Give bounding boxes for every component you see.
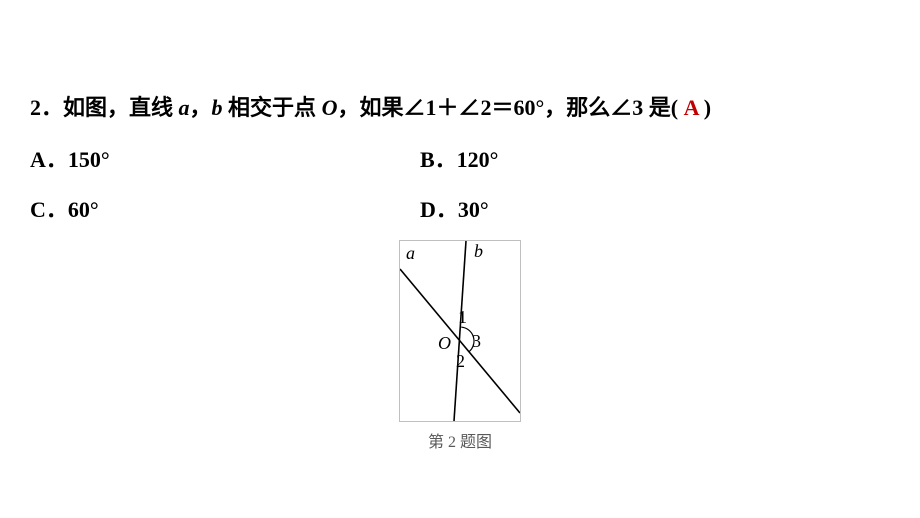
figure-label-1: 1 — [458, 307, 467, 328]
figure-label-b: b — [474, 241, 483, 262]
figure-wrapper: a b 1 2 3 O 第 2 题图 — [395, 240, 525, 452]
var-b: b — [212, 95, 223, 120]
stem-comma: ， — [190, 95, 212, 120]
stem-close-paren: ) — [704, 95, 711, 120]
stem-text-1: 如图，直线 — [63, 95, 179, 120]
question-stem: 2．如图，直线 a，b 相交于点 O，如果∠1＋∠2＝60°，那么∠3 是( A… — [30, 90, 711, 122]
figure-caption: 第 2 题图 — [395, 428, 525, 452]
stem-text-3: ，如果∠1＋∠2＝60°，那么∠3 是( — [337, 95, 678, 120]
point-O: O — [322, 95, 338, 120]
figure-svg — [400, 241, 520, 421]
figure-label-a: a — [406, 243, 415, 264]
option-D: D．30° — [420, 192, 489, 224]
page: 2．如图，直线 a，b 相交于点 O，如果∠1＋∠2＝60°，那么∠3 是( A… — [0, 0, 920, 518]
figure-label-O: O — [438, 333, 451, 354]
var-a: a — [179, 95, 190, 120]
answer-letter: A — [678, 95, 704, 120]
option-B: B．120° — [420, 142, 498, 174]
option-C: C．60° — [30, 192, 99, 224]
figure-box: a b 1 2 3 O — [399, 240, 521, 422]
figure-label-2: 2 — [456, 351, 465, 372]
figure-label-3: 3 — [472, 331, 481, 352]
stem-text-2: 相交于点 — [223, 95, 322, 120]
question-number: 2． — [30, 95, 63, 120]
option-A: A．150° — [30, 142, 110, 174]
